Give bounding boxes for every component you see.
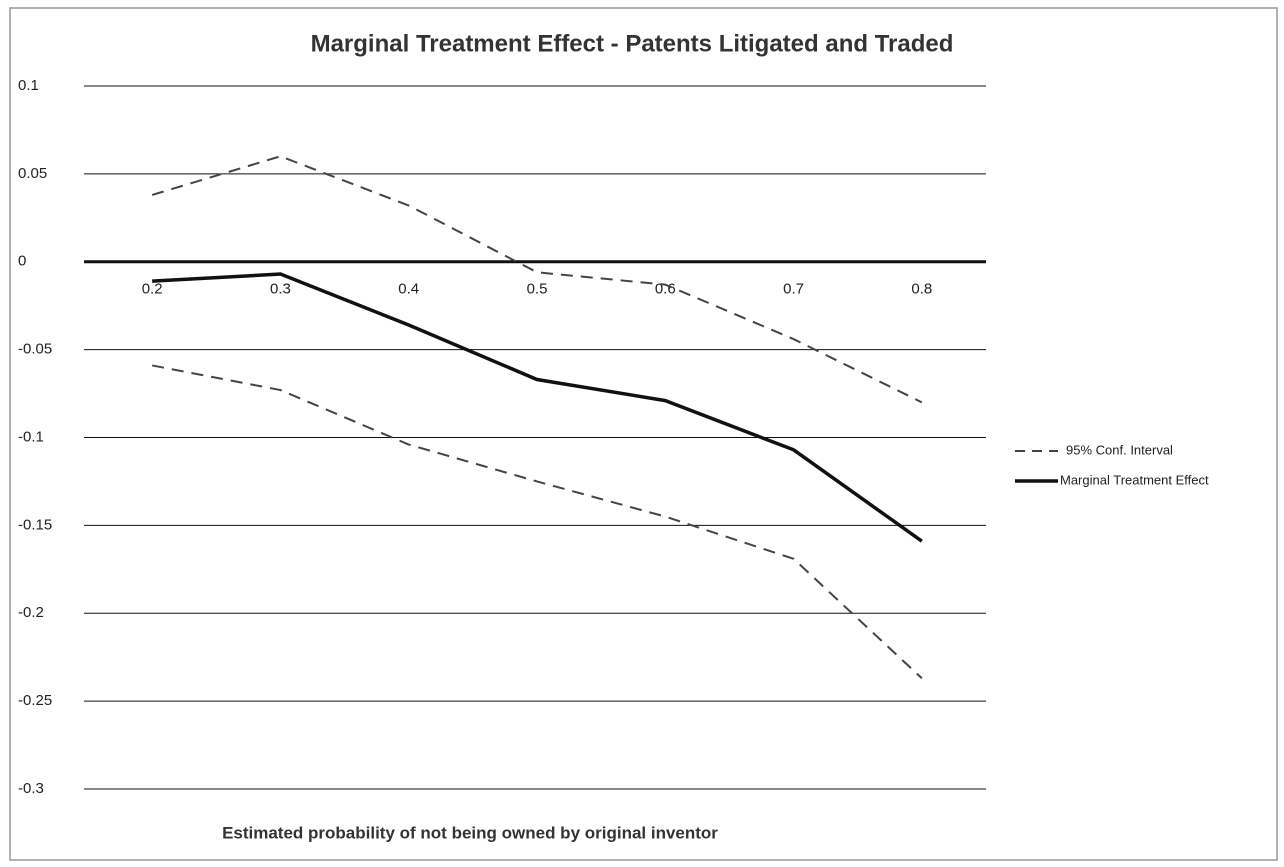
x-tick-label: 0.5 [527, 281, 548, 298]
x-tick-label: 0.8 [911, 281, 932, 298]
x-tick-label: 0.6 [655, 281, 676, 298]
y-tick-label: 0.05 [18, 165, 47, 182]
y-tick-label: -0.1 [18, 428, 44, 445]
chart-border [9, 7, 1278, 861]
y-tick-label: -0.05 [18, 341, 52, 358]
chart-title: Marginal Treatment Effect - Patents Liti… [311, 30, 954, 57]
x-tick-label: 0.2 [142, 281, 163, 298]
y-tick-label: -0.25 [18, 692, 52, 709]
x-tick-label: 0.3 [270, 281, 291, 298]
legend-label: 95% Conf. Interval [1066, 442, 1173, 457]
line-series [151, 155, 923, 404]
line-series [152, 272, 923, 543]
y-tick-label: 0 [18, 253, 26, 270]
y-tick-label: -0.15 [18, 516, 52, 533]
x-tick-label: 0.4 [398, 281, 419, 298]
y-tick-label: -0.2 [18, 604, 44, 621]
legend-label: Marginal Treatment Effect [1060, 472, 1209, 487]
y-tick-label: -0.3 [18, 780, 44, 797]
line-series [151, 364, 923, 680]
y-tick-label: 0.1 [18, 77, 39, 94]
x-tick-label: 0.7 [783, 281, 804, 298]
x-axis-label: Estimated probability of not being owned… [222, 823, 718, 842]
